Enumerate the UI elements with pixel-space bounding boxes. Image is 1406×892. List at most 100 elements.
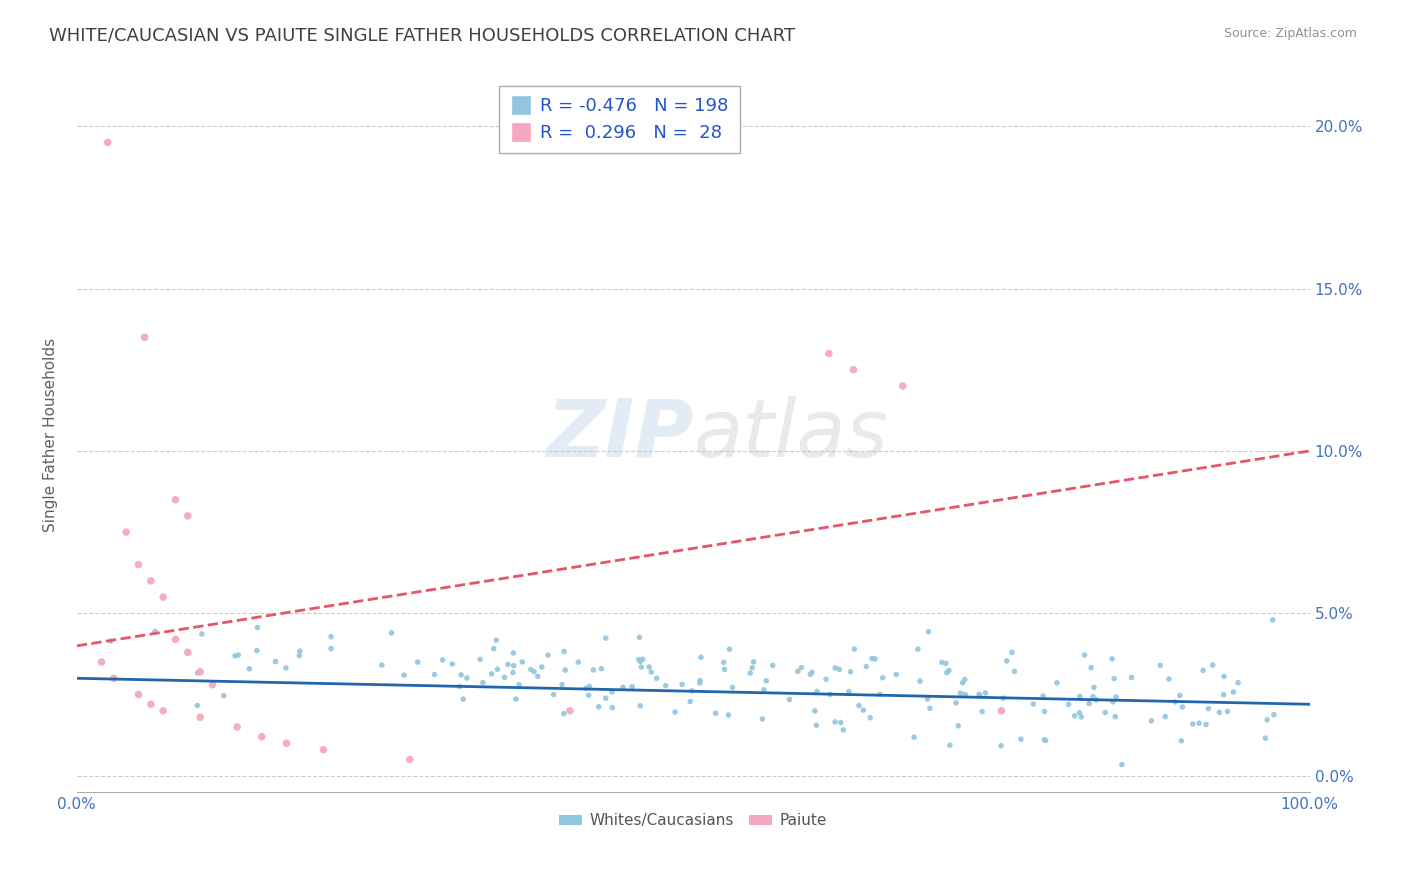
Point [578,688,600,702]
Point [952,675,974,690]
Point [398,752,420,766]
Point [907,642,929,657]
Point [1140,714,1163,728]
Point [558,704,581,718]
Point [824,661,846,675]
Point [502,658,524,673]
Point [537,648,560,662]
Point [799,667,821,681]
Point [523,665,546,679]
Point [627,652,650,666]
Point [628,655,651,669]
Point [226,720,249,734]
Point [1063,709,1085,723]
Point [995,654,1018,668]
Point [319,641,342,656]
Point [721,681,744,695]
Text: atlas: atlas [693,396,889,474]
Point [645,671,668,685]
Point [818,687,841,701]
Point [1046,675,1069,690]
Point [704,706,727,721]
Point [855,659,877,673]
Point [1212,688,1234,702]
Point [1069,690,1091,704]
Point [742,655,765,669]
Point [482,641,505,656]
Point [246,621,269,635]
Point [1033,705,1056,719]
Point [519,662,541,676]
Point [612,680,634,694]
Point [1149,658,1171,673]
Point [1001,645,1024,659]
Point [931,655,953,669]
Point [1102,695,1125,709]
Point [1081,690,1104,704]
Point [824,714,846,729]
Point [631,652,654,666]
Point [567,655,589,669]
Point [1181,717,1204,731]
Point [1213,669,1236,683]
Point [1261,613,1284,627]
Point [128,558,150,572]
Point [380,626,402,640]
Point [1157,672,1180,686]
Point [238,662,260,676]
Point [1101,652,1123,666]
Point [177,508,200,523]
Point [621,680,644,694]
Point [1078,697,1101,711]
Point [838,684,860,698]
Point [1195,717,1218,731]
Point [972,705,994,719]
Point [226,648,249,662]
Point [1102,672,1125,686]
Point [740,666,762,681]
Point [1032,689,1054,703]
Point [1105,690,1128,704]
Point [371,658,394,673]
Point [212,689,235,703]
Point [689,673,711,688]
Text: Source: ZipAtlas.com: Source: ZipAtlas.com [1223,27,1357,40]
Point [1104,709,1126,723]
Point [1197,701,1219,715]
Point [872,671,894,685]
Point [188,665,211,679]
Point [97,136,120,150]
Point [806,718,828,732]
Point [1022,697,1045,711]
Point [852,703,875,717]
Point [638,660,661,674]
Point [201,678,224,692]
Point [441,657,464,671]
Point [654,679,676,693]
Point [588,699,610,714]
Point [1057,698,1080,712]
Point [103,671,125,685]
Point [471,675,494,690]
Point [1202,658,1225,673]
Point [496,657,519,672]
Point [510,655,533,669]
Point [1121,670,1143,684]
Point [949,686,972,700]
Point [689,676,711,690]
Point [762,658,785,673]
Point [186,665,208,680]
Point [891,379,914,393]
Point [908,673,931,688]
Point [505,692,527,706]
Point [554,663,576,677]
Point [177,645,200,659]
Point [1222,685,1244,699]
Point [485,633,508,648]
Point [869,687,891,701]
Point [860,651,883,665]
Point [392,668,415,682]
Point [165,632,187,647]
Point [990,704,1012,718]
Point [1069,706,1091,720]
